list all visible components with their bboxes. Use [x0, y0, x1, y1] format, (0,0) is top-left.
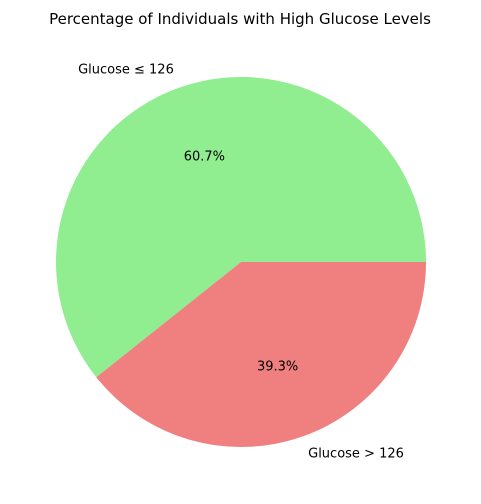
slice-percent-label: 60.7% — [184, 150, 225, 165]
slice-category-label: Glucose ≤ 126 — [78, 62, 174, 77]
chart-title: Percentage of Individuals with High Gluc… — [49, 10, 431, 28]
slice-percent-label: 39.3% — [257, 359, 298, 374]
slice-category-label: Glucose > 126 — [308, 447, 404, 462]
pie-slices — [56, 77, 426, 447]
